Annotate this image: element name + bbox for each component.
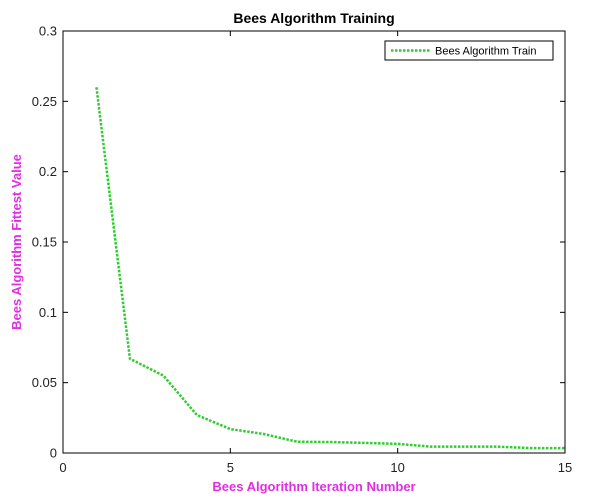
x-tick-label: 10 (390, 460, 404, 475)
legend-box (384, 40, 554, 61)
y-tick-label: 0.2 (39, 164, 57, 179)
y-axis-label: Bees Algorithm Fittest Value (9, 154, 24, 330)
x-tick-label: 15 (558, 460, 572, 475)
x-tick-label: 0 (59, 460, 66, 475)
legend-label: Bees Algorithm Train (435, 46, 537, 58)
series-layer (95, 87, 565, 450)
x-tick-label: 5 (227, 460, 234, 475)
y-tick-label: 0.15 (32, 235, 57, 250)
ticks-layer: 0 5 10 15 0 0.05 0.1 0.15 0.2 0.25 0.3 (32, 24, 573, 476)
plot-area (62, 30, 566, 454)
y-tick-label: 0.05 (32, 375, 57, 390)
y-tick-label: 0.3 (39, 24, 57, 39)
legend: Bees Algorithm Train (384, 40, 554, 61)
x-axis-label: Bees Algorithm Iteration Number (212, 479, 415, 494)
series-line (95, 87, 565, 450)
y-tick-label: 0 (50, 446, 57, 461)
y-tick-label: 0.25 (32, 94, 57, 109)
chart-title: Bees Algorithm Training (233, 10, 394, 26)
y-tick-label: 0.1 (39, 305, 57, 320)
